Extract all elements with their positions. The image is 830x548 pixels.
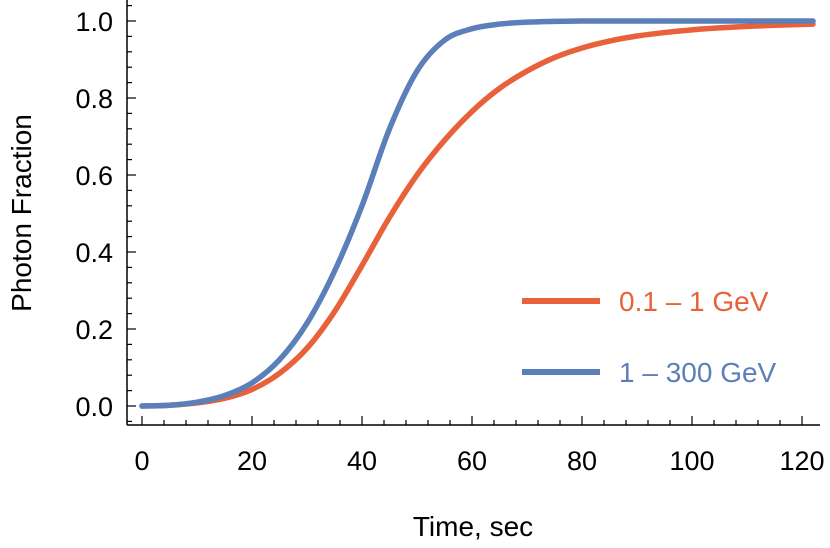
x-tick-label: 60 bbox=[457, 446, 487, 476]
legend-label: 1 – 300 GeV bbox=[619, 357, 777, 388]
x-axis-title: Time, sec bbox=[413, 511, 533, 542]
y-axis-title: Photon Fraction bbox=[6, 114, 37, 312]
axes bbox=[126, 0, 820, 426]
y-tick-labels: 0.0 0.2 0.4 0.6 0.8 1.0 bbox=[75, 7, 113, 422]
y-tick-label: 0.4 bbox=[75, 238, 113, 268]
y-tick-label: 0.8 bbox=[75, 84, 113, 114]
x-tick-label: 0 bbox=[134, 446, 149, 476]
legend: 0.1 – 1 GeV 1 – 300 GeV bbox=[522, 286, 777, 388]
y-tick-label: 1.0 bbox=[75, 7, 113, 37]
x-tick-label: 100 bbox=[669, 446, 714, 476]
x-tick-labels: 0 20 40 60 80 100 120 bbox=[134, 446, 824, 476]
x-tick-label: 80 bbox=[567, 446, 597, 476]
x-tick-label: 40 bbox=[347, 446, 377, 476]
y-tick-label: 0.2 bbox=[75, 315, 113, 345]
plot-curves bbox=[139, 18, 816, 409]
legend-label: 0.1 – 1 GeV bbox=[619, 286, 769, 317]
y-tick-label: 0.0 bbox=[75, 392, 113, 422]
series-line-low-energy bbox=[139, 21, 816, 409]
y-tick-label: 0.6 bbox=[75, 161, 113, 191]
x-tick-label: 20 bbox=[237, 446, 267, 476]
x-tick-label: 120 bbox=[779, 446, 824, 476]
series-line-high-energy bbox=[139, 18, 816, 409]
